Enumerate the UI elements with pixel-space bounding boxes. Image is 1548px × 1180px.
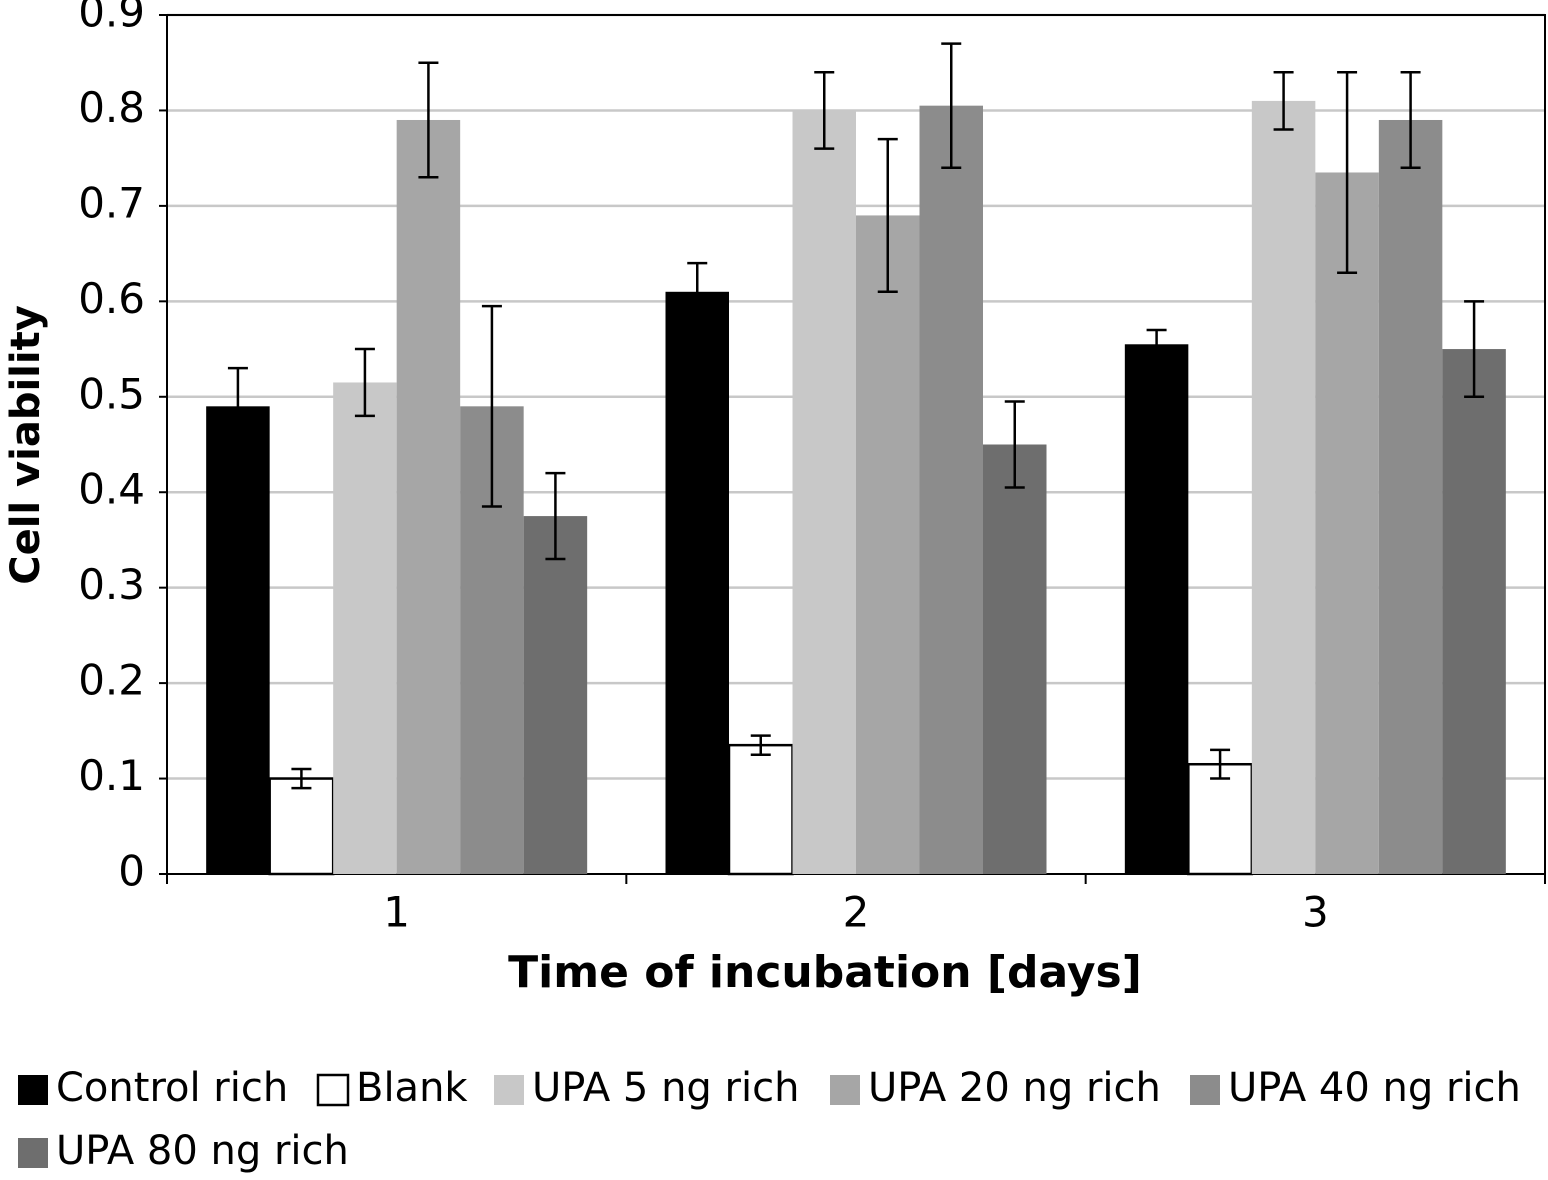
bar bbox=[1124, 344, 1189, 874]
y-axis-label: Cell viability bbox=[3, 305, 49, 585]
y-tick-label: 0.1 bbox=[78, 751, 145, 800]
error-bar bbox=[750, 734, 771, 756]
error-bar bbox=[1210, 748, 1231, 780]
bar bbox=[1378, 119, 1443, 874]
legend-label: UPA 20 ng rich bbox=[868, 1065, 1161, 1111]
error-bar bbox=[481, 304, 502, 508]
y-tick-label: 0.6 bbox=[78, 274, 145, 323]
bar bbox=[1251, 100, 1316, 874]
bar bbox=[727, 743, 794, 876]
error-bar bbox=[1273, 71, 1294, 131]
error-bar bbox=[1004, 400, 1025, 489]
y-tick-label: 0.7 bbox=[78, 178, 145, 227]
legend-label: UPA 5 ng rich bbox=[532, 1065, 799, 1111]
y-tick-label: 0.4 bbox=[78, 465, 145, 514]
bar bbox=[919, 105, 983, 874]
error-bar bbox=[1337, 71, 1358, 274]
bar bbox=[396, 119, 461, 874]
error-bar bbox=[1464, 300, 1485, 399]
error-bar bbox=[814, 71, 835, 150]
bar bbox=[792, 110, 856, 874]
error-bar bbox=[545, 471, 566, 561]
x-axis-label: Time of incubation [days] bbox=[508, 947, 1142, 998]
bar bbox=[206, 406, 270, 874]
legend-label: UPA 40 ng rich bbox=[1228, 1065, 1521, 1111]
bar bbox=[1187, 762, 1254, 876]
legend-swatch bbox=[830, 1075, 860, 1105]
legend-swatch bbox=[18, 1138, 48, 1168]
legend-swatch bbox=[494, 1075, 524, 1105]
y-tick-label: 0.5 bbox=[78, 369, 145, 418]
error-bar bbox=[354, 347, 375, 418]
x-tick-label: 2 bbox=[843, 888, 870, 937]
bar bbox=[665, 291, 729, 874]
y-tick-label: 0.2 bbox=[78, 656, 145, 705]
bar bbox=[333, 382, 397, 874]
legend-label: Blank bbox=[356, 1065, 468, 1111]
bar bbox=[856, 215, 920, 874]
error-bar bbox=[291, 767, 312, 790]
bar bbox=[1315, 172, 1379, 874]
error-bar bbox=[877, 137, 898, 294]
y-tick-label: 0.3 bbox=[78, 560, 145, 609]
y-tick-label: 0.9 bbox=[78, 0, 145, 37]
error-bar bbox=[418, 61, 439, 179]
x-tick-label: 3 bbox=[1302, 888, 1329, 937]
legend-label: UPA 80 ng rich bbox=[56, 1128, 349, 1174]
legend-swatch bbox=[1190, 1075, 1220, 1105]
bar bbox=[983, 444, 1047, 874]
y-tick-label: 0.8 bbox=[78, 83, 145, 132]
legend-swatch bbox=[316, 1073, 350, 1107]
error-bar bbox=[227, 366, 248, 446]
bar bbox=[523, 516, 588, 874]
y-tick-label: 0 bbox=[118, 847, 145, 896]
error-bar bbox=[687, 261, 708, 322]
error-bar bbox=[941, 42, 962, 169]
error-bar bbox=[1400, 71, 1421, 169]
bar bbox=[268, 777, 335, 876]
bar bbox=[1442, 349, 1506, 874]
error-bar bbox=[1146, 328, 1167, 360]
legend-swatch bbox=[18, 1075, 48, 1105]
legend-label: Control rich bbox=[56, 1065, 288, 1111]
x-tick-label: 1 bbox=[383, 888, 410, 937]
